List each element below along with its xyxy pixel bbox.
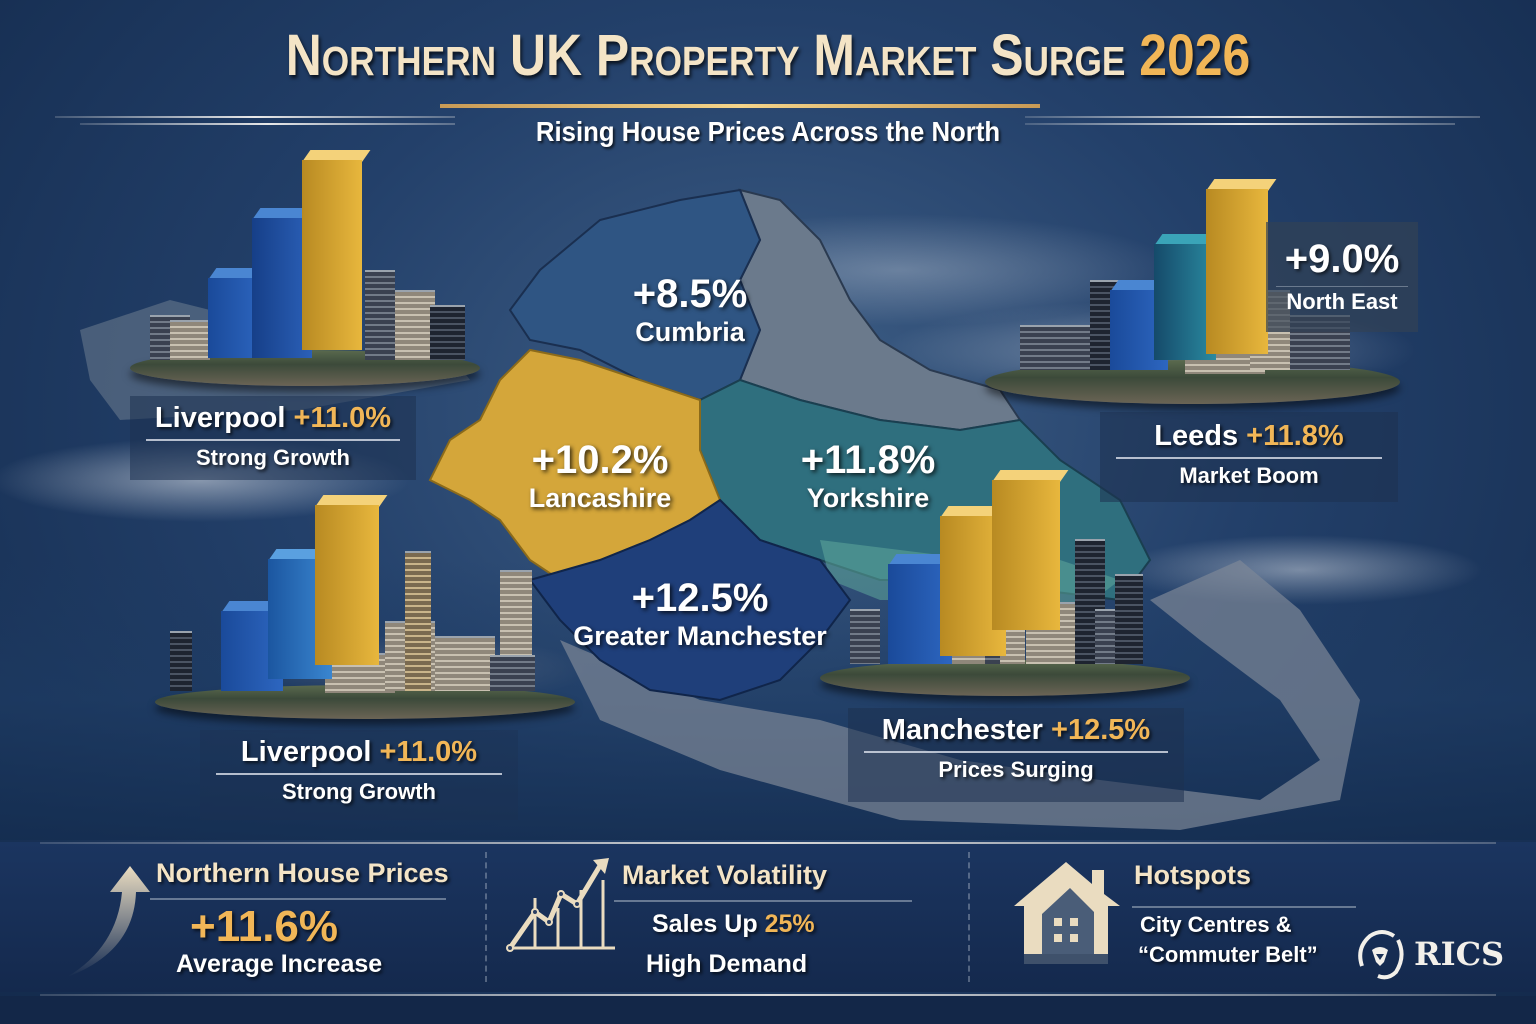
stat-title-volatility: Market Volatility [622,860,828,890]
callout-divider [146,439,400,441]
region-label-cumbria: +8.5% Cumbria [632,272,748,347]
divider-line [1025,116,1480,118]
region-label-lancashire: +10.2% Lancashire [528,438,672,513]
callout-divider [864,751,1168,753]
house-icon [1014,862,1120,964]
city-note: Strong Growth [196,445,350,470]
city-name: Leeds [1154,420,1239,452]
city-note: Market Boom [1179,463,1319,488]
city-name: Liverpool [240,736,372,768]
city-cluster-manchester [820,470,1200,700]
city-note: Prices Surging [938,757,1094,782]
title-main: Northern UK Property Market Surge [285,23,1126,88]
city-cluster-liverpool-top [130,150,480,390]
page-title: Northern UK Property Market Surge 2026 [108,22,1429,89]
stat-title-house-prices: Northern House Prices [156,858,449,888]
southern-landmass [560,560,1360,830]
line-chart-icon [506,858,615,952]
city-change: +12.5% [1051,714,1151,746]
region-name: North East [1276,286,1408,317]
stat-line-commuter-belt: “Commuter Belt” [1138,942,1318,967]
stat-line-sales: Sales Up 25% [652,910,815,938]
divider-line [1025,123,1455,125]
callout-divider [1116,457,1382,459]
region-label-greater-manchester: +12.5% Greater Manchester [573,576,827,651]
stat-caption-house-prices: Average Increase [176,950,383,978]
city-note: Strong Growth [282,779,436,804]
city-name: Manchester [881,714,1043,746]
stat-line-demand: High Demand [646,950,808,978]
stat-value-house-prices: +11.6% [190,902,339,951]
callout-divider [216,773,502,775]
stat-line-city-centres: City Centres & [1140,912,1292,937]
stats-separator [968,852,970,982]
stats-bar [0,842,1536,992]
callout-liverpool-bottom: Liverpool +11.0% Strong Growth [200,730,518,820]
callout-north-east: +9.0% North East [1266,222,1418,332]
city-change: +11.8% [1246,420,1344,452]
stats-top-rule [40,842,1496,844]
region-change: +9.0% [1284,237,1400,281]
city-island [820,660,1190,696]
stat-rule [150,898,446,900]
stat-rule [1132,906,1356,908]
stat-title-hotspots: Hotspots [1134,860,1251,890]
bar-chart-teal-mid [1154,234,1225,360]
region-label-yorkshire: +11.8% Yorkshire [800,438,936,513]
stats-bottom-rule [40,994,1496,996]
lion-emblem-icon [1358,930,1404,980]
bar-chart-gold-tall [992,470,1069,630]
stat-rule [614,900,912,902]
bar-chart-gold-tall [1206,179,1277,354]
divider-line [55,116,455,118]
page-subtitle: Rising House Prices Across the North [535,116,1001,147]
city-name: Liverpool [154,402,286,434]
footer-strip [0,996,1536,1024]
bar-chart-gold-tall [302,150,371,350]
divider-line [80,123,455,125]
city-change: +11.0% [379,736,478,768]
callout-manchester: Manchester +12.5% Prices Surging [848,708,1184,802]
title-underline [440,104,1040,108]
bar-chart-gold-tall [315,495,388,665]
city-cluster-north-east [980,179,1400,410]
up-arrow-icon [67,866,150,977]
city-cluster-liverpool-bottom [155,495,575,725]
city-change: +11.0% [293,402,392,434]
region-greater-manchester [528,498,852,702]
stats-separator [485,852,487,982]
callout-liverpool-top: Liverpool +11.0% Strong Growth [130,396,416,480]
clock-tower [405,551,431,691]
logo-text: RICS [1414,935,1505,973]
title-year: 2026 [1139,23,1251,88]
rics-logo: RICS [1352,926,1504,982]
callout-leeds: Leeds +11.8% Market Boom [1100,412,1398,502]
